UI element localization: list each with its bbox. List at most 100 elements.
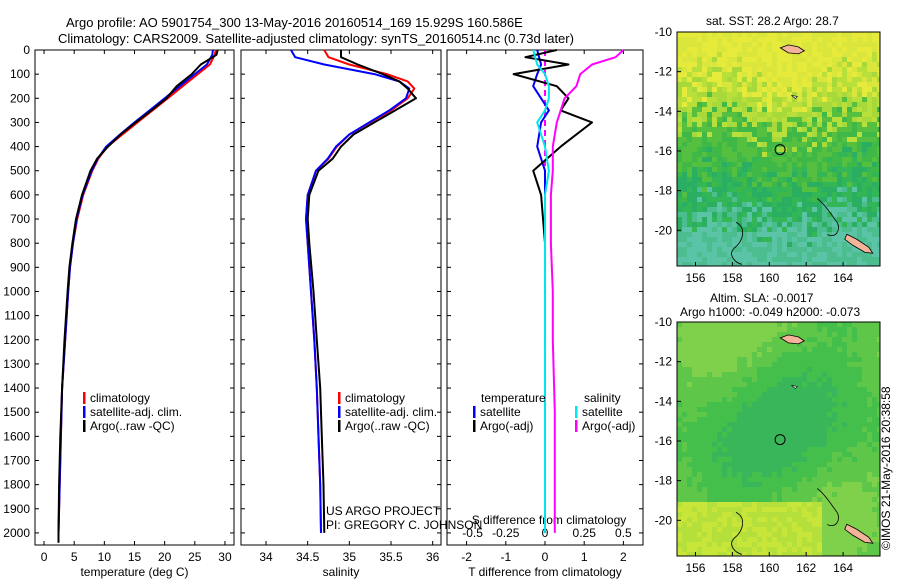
map-cell bbox=[772, 407, 777, 412]
map-cell bbox=[712, 397, 717, 402]
map-cell bbox=[687, 227, 692, 232]
map-cell bbox=[687, 237, 692, 242]
map-cell bbox=[717, 387, 722, 392]
legend-swatch-argo bbox=[83, 420, 86, 432]
map-cell bbox=[787, 352, 792, 357]
map-cell bbox=[872, 87, 877, 92]
map-cell bbox=[717, 247, 722, 252]
map-cell bbox=[772, 507, 777, 512]
map-cell bbox=[737, 207, 742, 212]
map-cell bbox=[677, 57, 682, 62]
map-cell bbox=[717, 77, 722, 82]
map-cell bbox=[692, 402, 697, 407]
map-cell bbox=[877, 447, 880, 452]
map-cell bbox=[872, 77, 877, 82]
map-cell bbox=[697, 402, 702, 407]
map-cell bbox=[727, 327, 732, 332]
map-cell bbox=[802, 72, 807, 77]
map-cell bbox=[822, 412, 827, 417]
map-cell bbox=[757, 467, 762, 472]
map-cell bbox=[707, 232, 712, 237]
map-cell bbox=[832, 252, 837, 257]
map-cell bbox=[827, 232, 832, 237]
map-cell bbox=[722, 47, 727, 52]
map-cell bbox=[827, 502, 832, 507]
map-cell bbox=[857, 372, 862, 377]
map-cell bbox=[867, 427, 872, 432]
map-cell bbox=[857, 47, 862, 52]
map-cell bbox=[707, 407, 712, 412]
map-cell bbox=[872, 382, 877, 387]
map-cell bbox=[687, 192, 692, 197]
map-cell bbox=[852, 432, 857, 437]
map-cell bbox=[727, 207, 732, 212]
map-cell bbox=[847, 127, 852, 132]
map-cell bbox=[842, 542, 847, 547]
map-cell bbox=[717, 197, 722, 202]
map-cell bbox=[802, 362, 807, 367]
map-cell bbox=[757, 37, 762, 42]
map-cell bbox=[777, 82, 782, 87]
map-cell bbox=[742, 367, 747, 372]
map-cell bbox=[762, 247, 767, 252]
map-cell bbox=[752, 517, 757, 522]
map-cell bbox=[872, 407, 877, 412]
map-cell bbox=[817, 342, 822, 347]
map-cell bbox=[767, 52, 772, 57]
map-cell bbox=[812, 367, 817, 372]
map-cell bbox=[722, 192, 727, 197]
map-cell bbox=[792, 492, 797, 497]
map-cell bbox=[867, 437, 872, 442]
map-cell bbox=[687, 432, 692, 437]
map-cell bbox=[842, 447, 847, 452]
map-cell bbox=[732, 337, 737, 342]
map-cell bbox=[732, 212, 737, 217]
map-cell bbox=[837, 157, 842, 162]
map-cell bbox=[782, 192, 787, 197]
map-cell bbox=[877, 182, 880, 187]
map-cell bbox=[747, 252, 752, 257]
map-cell bbox=[742, 37, 747, 42]
map-cell bbox=[757, 337, 762, 342]
map-cell bbox=[772, 152, 777, 157]
map-cell bbox=[742, 182, 747, 187]
map-cell bbox=[862, 67, 867, 72]
map-cell bbox=[697, 432, 702, 437]
map-cell bbox=[827, 467, 832, 472]
map-cell bbox=[752, 332, 757, 337]
map-cell bbox=[697, 492, 702, 497]
map-cell bbox=[762, 177, 767, 182]
map-cell bbox=[812, 322, 817, 327]
map-cell bbox=[827, 152, 832, 157]
map-cell bbox=[772, 527, 777, 532]
map-cell bbox=[827, 367, 832, 372]
map-cell bbox=[792, 162, 797, 167]
map-cell bbox=[747, 502, 752, 507]
map-cell bbox=[682, 237, 687, 242]
map-cell bbox=[762, 457, 767, 462]
map-cell bbox=[827, 547, 832, 552]
map-cell bbox=[817, 132, 822, 137]
map-cell bbox=[747, 357, 752, 362]
map-cell bbox=[767, 142, 772, 147]
map-cell bbox=[712, 552, 717, 556]
map-cell bbox=[687, 362, 692, 367]
map-cell bbox=[787, 377, 792, 382]
map-cell bbox=[782, 197, 787, 202]
map-cell bbox=[727, 342, 732, 347]
map-cell bbox=[792, 77, 797, 82]
map-cell bbox=[717, 232, 722, 237]
map-cell bbox=[867, 532, 872, 537]
map-cell bbox=[807, 112, 812, 117]
map-cell bbox=[712, 92, 717, 97]
map-cell bbox=[777, 202, 782, 207]
map-cell bbox=[762, 347, 767, 352]
map-cell bbox=[802, 332, 807, 337]
map-cell bbox=[757, 497, 762, 502]
map-cell bbox=[832, 97, 837, 102]
map-cell bbox=[787, 147, 792, 152]
map-cell bbox=[692, 362, 697, 367]
map-cell bbox=[807, 442, 812, 447]
map-cell bbox=[807, 187, 812, 192]
map-cell bbox=[727, 397, 732, 402]
